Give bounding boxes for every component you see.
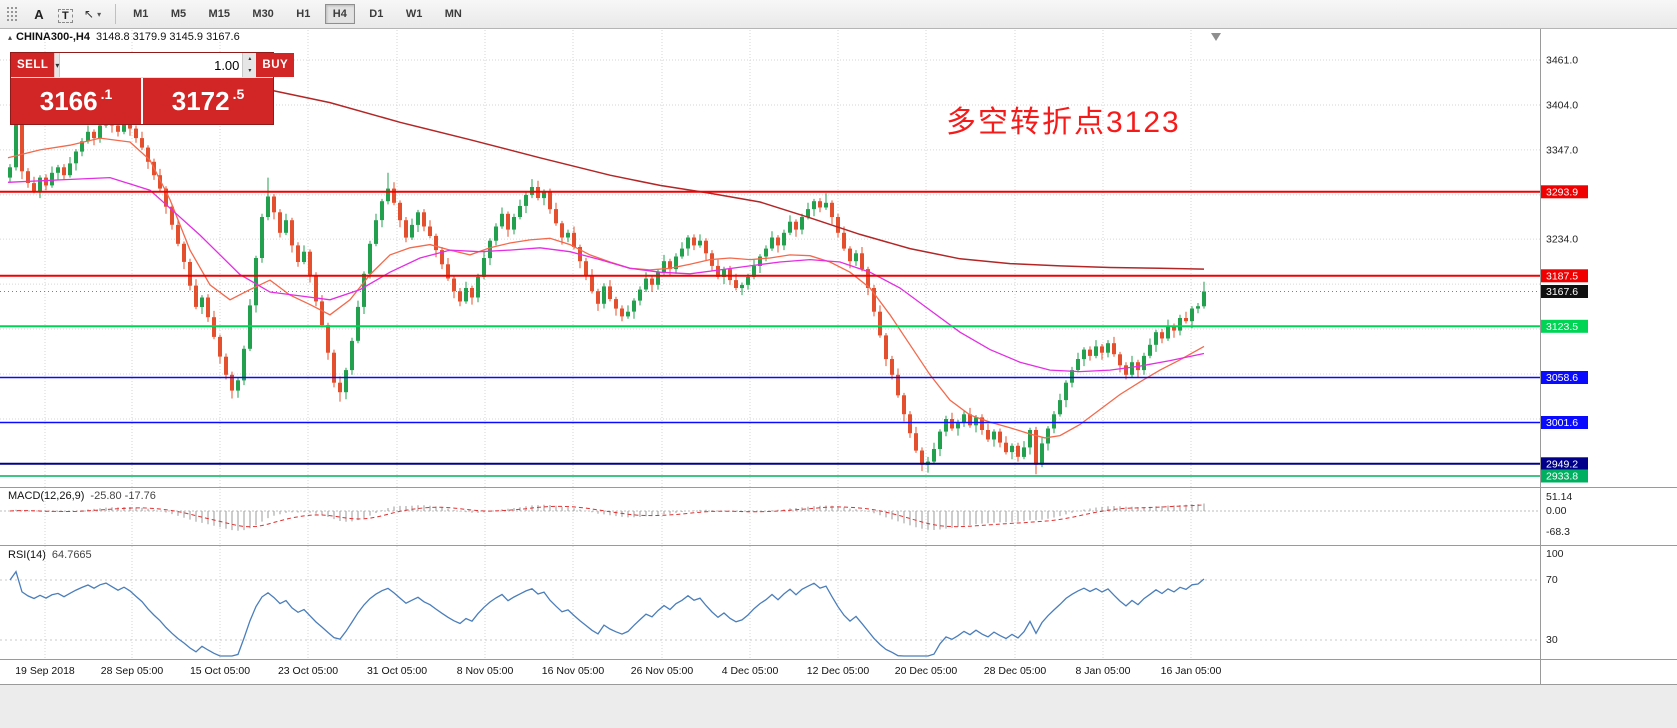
- svg-text:15 Oct 05:00: 15 Oct 05:00: [190, 665, 250, 677]
- timeframe-button-h4[interactable]: H4: [324, 4, 355, 24]
- chevron-down-icon: ▾: [97, 9, 102, 19]
- sell-price-frac: .1: [100, 86, 113, 102]
- macd-values: -25.80 -17.76: [90, 490, 156, 502]
- ma-slow-line: [269, 89, 1205, 270]
- svg-text:20 Dec 05:00: 20 Dec 05:00: [895, 665, 958, 677]
- chart-shift-marker: [1211, 33, 1221, 41]
- svg-text:3293.9: 3293.9: [1546, 186, 1578, 198]
- svg-text:2933.8: 2933.8: [1546, 470, 1578, 482]
- volume-down-button[interactable]: ▾: [243, 65, 257, 77]
- timeframe-button-m5[interactable]: M5: [163, 4, 194, 24]
- sell-price[interactable]: 3166.1: [11, 78, 141, 124]
- buy-price-main: 3172: [171, 85, 230, 116]
- svg-text:4 Dec 05:00: 4 Dec 05:00: [722, 665, 779, 677]
- svg-text:19 Sep 2018: 19 Sep 2018: [15, 665, 75, 677]
- timeframe-button-d1[interactable]: D1: [361, 4, 391, 24]
- svg-text:3167.6: 3167.6: [1546, 286, 1578, 298]
- sell-button[interactable]: SELL: [11, 53, 55, 77]
- macd-label: MACD(12,26,9): [8, 490, 85, 502]
- svg-text:8 Nov 05:00: 8 Nov 05:00: [457, 665, 514, 677]
- timeframe-toolbar: M1 M5 M15 M30 H1 H4 D1 W1 MN: [124, 4, 471, 24]
- expand-icon[interactable]: ▴: [8, 33, 13, 42]
- macd-signal-line: [9, 504, 1205, 528]
- svg-text:3001.6: 3001.6: [1546, 417, 1578, 429]
- timeframe-button-w1[interactable]: W1: [398, 4, 431, 24]
- svg-text:23 Oct 05:00: 23 Oct 05:00: [278, 665, 338, 677]
- text-tool-icon: T: [58, 8, 73, 23]
- buy-price[interactable]: 3172.5: [141, 78, 273, 124]
- text-tool-button[interactable]: T: [52, 3, 78, 25]
- chart-symbol-info: ▴ CHINA300-,H4 3148.8 3179.9 3145.9 3167.6: [8, 31, 240, 43]
- rsi-header: RSI(14) 64.7665: [8, 549, 92, 561]
- cursor-icon: ↖: [84, 7, 95, 21]
- timeframe-button-m1[interactable]: M1: [125, 4, 156, 24]
- svg-text:28 Dec 05:00: 28 Dec 05:00: [984, 665, 1047, 677]
- svg-text:3058.6: 3058.6: [1546, 372, 1578, 384]
- svg-text:3404.0: 3404.0: [1546, 99, 1578, 111]
- macd-histogram: [15, 503, 1205, 531]
- drag-handle-icon[interactable]: [6, 6, 18, 22]
- volume-spinner: ▴ ▾: [242, 53, 257, 77]
- volume-input[interactable]: [60, 53, 243, 77]
- volume-field: ▴ ▾: [60, 53, 257, 77]
- timeframe-button-m30[interactable]: M30: [244, 4, 281, 24]
- rsi-line: [9, 570, 1205, 657]
- rsi-label: RSI(14): [8, 549, 46, 561]
- timeframe-button-h1[interactable]: H1: [288, 4, 318, 24]
- one-click-trade-panel: SELL ▾ ▴ ▾ BUY 3166.1 3172.5: [10, 52, 295, 125]
- price-tag: [1541, 319, 1588, 333]
- svg-text:16 Nov 05:00: 16 Nov 05:00: [542, 665, 605, 677]
- svg-text:16 Jan 05:00: 16 Jan 05:00: [1161, 665, 1222, 677]
- svg-text:8 Jan 05:00: 8 Jan 05:00: [1076, 665, 1131, 677]
- cursor-tool-button[interactable]: ↖ ▾: [78, 3, 107, 25]
- svg-text:12 Dec 05:00: 12 Dec 05:00: [807, 665, 870, 677]
- timeframe-button-m15[interactable]: M15: [201, 4, 238, 24]
- timeframe-button-mn[interactable]: MN: [437, 4, 470, 24]
- symbol-name: CHINA300-,H4: [16, 31, 90, 43]
- svg-text:3123.5: 3123.5: [1546, 321, 1578, 333]
- ma-medium-line: [7, 176, 1205, 373]
- buy-button[interactable]: BUY: [256, 53, 295, 77]
- macd-header: MACD(12,26,9) -25.80 -17.76: [8, 490, 156, 502]
- svg-text:3187.5: 3187.5: [1546, 270, 1578, 282]
- price-tag: [1541, 469, 1588, 483]
- price-tag: [1541, 185, 1588, 199]
- toolbar: A T ↖ ▾ M1 M5 M15 M30 H1 H4 D1 W1 MN: [0, 0, 1677, 29]
- price-tag: [1541, 457, 1588, 471]
- price-tag: [1541, 416, 1588, 429]
- a-tool-button[interactable]: A: [26, 3, 52, 25]
- price-tag: [1541, 269, 1588, 283]
- svg-text:2949.2: 2949.2: [1546, 458, 1578, 470]
- svg-text:100: 100: [1546, 548, 1564, 560]
- svg-text:26 Nov 05:00: 26 Nov 05:00: [631, 665, 694, 677]
- svg-text:-68.3: -68.3: [1546, 526, 1570, 538]
- sell-price-main: 3166: [39, 85, 98, 116]
- buy-price-frac: .5: [232, 86, 245, 102]
- chart-annotation-text: 多空转折点3123: [946, 106, 1181, 139]
- volume-dropdown-button[interactable]: ▾: [54, 53, 61, 77]
- price-tag: [1541, 371, 1588, 384]
- rsi-value: 64.7665: [51, 549, 92, 561]
- svg-text:70: 70: [1546, 574, 1558, 586]
- svg-text:31 Oct 05:00: 31 Oct 05:00: [367, 665, 427, 677]
- toolbar-separator: [115, 4, 117, 24]
- volume-up-button[interactable]: ▴: [243, 53, 257, 65]
- svg-text:0.00: 0.00: [1546, 505, 1567, 517]
- svg-text:3461.0: 3461.0: [1546, 54, 1578, 66]
- svg-text:28 Sep 05:00: 28 Sep 05:00: [101, 665, 164, 677]
- svg-text:3347.0: 3347.0: [1546, 144, 1578, 156]
- price-tag: [1541, 285, 1588, 298]
- svg-text:30: 30: [1546, 634, 1558, 646]
- svg-text:3234.0: 3234.0: [1546, 234, 1578, 246]
- svg-text:51.14: 51.14: [1546, 491, 1572, 503]
- ohlc-values: 3148.8 3179.9 3145.9 3167.6: [95, 31, 240, 43]
